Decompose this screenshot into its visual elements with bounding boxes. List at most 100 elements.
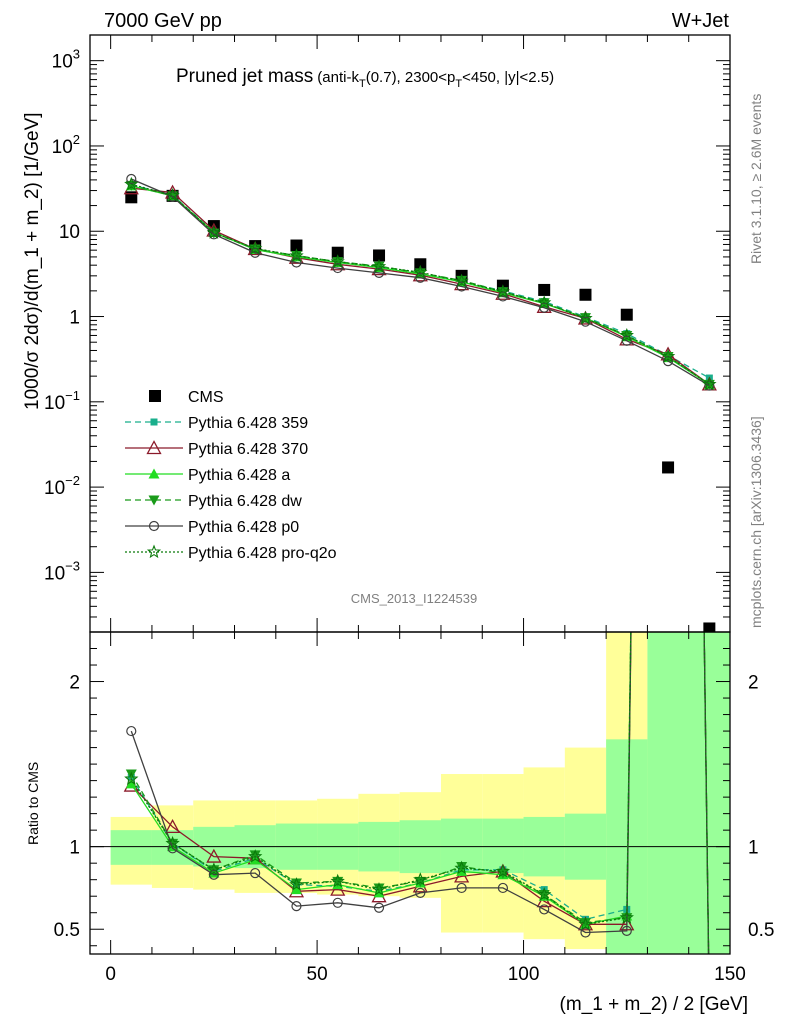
pdw-main-point xyxy=(125,180,137,191)
legend-pdw-label: Pythia 6.428 dw xyxy=(188,493,302,510)
pp0-ratio-point xyxy=(126,725,137,737)
pdw-main-line xyxy=(131,184,710,385)
pp0-main-point xyxy=(456,281,467,292)
pp0-main-point xyxy=(580,316,591,327)
header-left: 7000 GeV pp xyxy=(104,10,222,32)
legend-p370-label: Pythia 6.428 370 xyxy=(188,441,308,458)
cms-point xyxy=(331,246,344,259)
pq2o-main-point xyxy=(413,264,428,279)
main-y-axis-label: 1000/σ 2dσ)/d(m_1 + m_2) [1/GeV] xyxy=(22,112,43,410)
pdw-ratio-point xyxy=(579,918,591,929)
pq2o-main-point xyxy=(206,225,222,239)
pq2o-main-point xyxy=(495,284,511,298)
pp0-main-point xyxy=(415,272,426,283)
pa-main-line xyxy=(131,185,710,385)
pq2o-ratio-point xyxy=(619,910,634,924)
pp0-main-point xyxy=(704,380,715,391)
band-green-0 xyxy=(110,830,152,865)
pp0-main-point xyxy=(373,267,385,278)
pq2o-ratio-point xyxy=(578,916,593,931)
pq2o-main-line xyxy=(131,183,710,385)
pp0-main-point xyxy=(250,247,261,258)
ratio-y-tick-label-left: 2 xyxy=(69,673,80,694)
p370-ratio-point xyxy=(164,818,181,834)
cms-point xyxy=(538,283,551,296)
ratio-y-tick-label-left: 1 xyxy=(69,838,80,859)
pq2o-ratio-point xyxy=(165,835,180,850)
pp0-main-point xyxy=(126,173,137,185)
legend-pa-label: Pythia 6.428 a xyxy=(188,467,290,484)
cms-point xyxy=(703,622,716,632)
pq2o-main-point xyxy=(371,259,387,273)
ratio-series-layer xyxy=(123,632,710,954)
pq2o-main-point xyxy=(454,273,469,288)
main-y-tick-label: 103 xyxy=(52,47,80,73)
cms-point xyxy=(414,258,427,271)
legend-pa-marker xyxy=(148,468,160,479)
ratio-y-axis-label: Ratio to CMS xyxy=(25,762,41,845)
pdw-main-point xyxy=(456,275,468,286)
pp0-ratio-point xyxy=(456,882,467,894)
pq2o-main-point xyxy=(537,295,552,309)
main-y-tick-label: 1 xyxy=(69,308,80,329)
cms-point xyxy=(290,239,303,252)
pp0-main-line xyxy=(131,178,710,387)
pa-ratio-point xyxy=(125,778,137,789)
x-tick-label: 50 xyxy=(307,964,328,985)
ratio-y-tick-label-right: 0.5 xyxy=(748,920,774,941)
legend-pp0-label: Pythia 6.428 p0 xyxy=(188,519,299,536)
pa-ratio-point xyxy=(290,884,302,895)
pq2o-ratio-point xyxy=(248,849,263,863)
pq2o-main-point xyxy=(330,254,345,268)
main-series-layer xyxy=(123,173,717,632)
legend-pq2o-label: Pythia 6.428 pro-q2o xyxy=(188,545,337,562)
pq2o-main-point xyxy=(165,187,180,202)
pq2o-ratio-point xyxy=(495,863,511,878)
pp0-ratio-point xyxy=(621,925,632,936)
pp0-ratio-point xyxy=(250,867,261,879)
main-y-tick-label: 10−1 xyxy=(44,388,80,414)
p370-ratio-point xyxy=(206,848,222,863)
rivet-label: Rivet 3.1.10, ≥ 2.6M events xyxy=(748,94,764,264)
x-tick-label: 0 xyxy=(105,964,116,985)
pq2o-ratio-point xyxy=(206,862,222,876)
p370-main-line xyxy=(131,187,710,385)
pq2o-main-point xyxy=(248,240,263,255)
cms-point xyxy=(373,249,386,262)
pdw-ratio-point xyxy=(290,878,302,889)
ratio-y-tick-label-left: 0.5 xyxy=(54,920,80,941)
ratio-frame xyxy=(89,631,731,955)
main-y-tick-label: 10 xyxy=(59,222,80,243)
x-axis-label: (m_1 + m_2) / 2 [GeV] xyxy=(560,994,749,1015)
ratio-y-tick-label-right: 2 xyxy=(748,673,759,694)
legend-pq2o-marker xyxy=(146,544,162,559)
cms-point xyxy=(662,461,675,474)
cms-point xyxy=(125,191,138,204)
pq2o-ratio-point xyxy=(371,882,387,896)
pp0-ratio-point xyxy=(539,904,550,915)
legend-p370-marker xyxy=(146,440,162,455)
p359-main-line xyxy=(131,184,710,379)
legend: CMS Pythia 6.428 359 Pythia 6.428 370 Pythi… xyxy=(125,389,337,562)
legend-cms-label: CMS xyxy=(188,389,224,406)
pq2o-ratio-point xyxy=(413,872,428,886)
plot-title: Pruned jet mass (anti-kT(0.7), 2300<pT<45… xyxy=(176,66,554,90)
pp0-ratio-point xyxy=(580,927,591,938)
pq2o-ratio-point xyxy=(330,873,345,888)
cms-point xyxy=(620,308,633,321)
pq2o-main-point xyxy=(619,328,634,342)
legend-cms-marker xyxy=(149,390,161,402)
pp0-main-point xyxy=(332,262,343,274)
header-right: W+Jet xyxy=(672,10,730,32)
pp0-ratio-point xyxy=(373,902,385,913)
cms-point xyxy=(579,288,592,301)
pq2o-main-point xyxy=(289,248,304,262)
main-y-tick-label: 10−2 xyxy=(44,473,80,499)
pp0-ratio-point xyxy=(497,882,509,894)
pdw-main-point xyxy=(249,244,261,255)
ratio-y-tick-label-right: 1 xyxy=(748,838,759,859)
pp0-ratio-point xyxy=(291,901,302,912)
analysis-watermark: CMS_2013_I1224539 xyxy=(351,591,478,606)
main-y-tick-label: 10−3 xyxy=(44,558,80,584)
